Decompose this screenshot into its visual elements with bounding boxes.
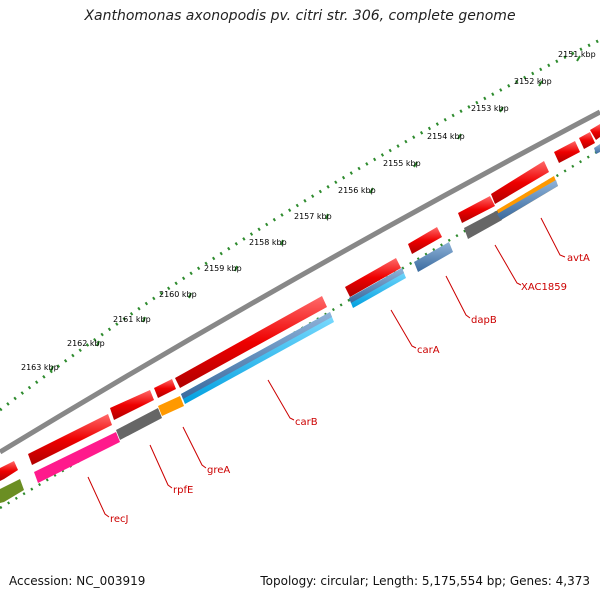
gene-box	[345, 258, 401, 297]
gene-label-carB: carB	[295, 417, 318, 428]
tick-label-2156: 2156 kbp	[338, 186, 376, 195]
gene-box	[349, 268, 404, 303]
gene-label-carA: carA	[417, 345, 440, 356]
tick-label-2152: 2152 kbp	[514, 77, 552, 86]
gene-box	[110, 390, 154, 420]
gene-box	[594, 144, 600, 154]
gene-label-rpfE: rpfE	[173, 485, 193, 496]
tick-label-2153: 2153 kbp	[471, 104, 509, 113]
gene-box	[158, 396, 184, 416]
tick-label-2158: 2158 kbp	[249, 238, 287, 247]
feature-strand-genes	[0, 144, 600, 503]
gene-box	[554, 141, 580, 163]
accession-text: Accession: NC_003919	[9, 574, 146, 588]
tick-label-2163: 2163 kbp	[21, 363, 59, 372]
gene-box	[497, 180, 558, 220]
gene-box	[0, 461, 18, 481]
tick-ring	[0, 38, 600, 412]
tick-label-2155: 2155 kbp	[383, 159, 421, 168]
gene-box	[491, 161, 549, 204]
gene-box	[175, 296, 327, 388]
gene-box	[408, 227, 442, 254]
gene-box	[181, 312, 332, 399]
forward-strand-genes	[0, 124, 600, 481]
gene-box	[0, 479, 24, 503]
gene-box	[34, 432, 120, 483]
tick-marks	[50, 55, 581, 372]
gene-box	[414, 242, 453, 272]
gene-label-avtA: avtA	[567, 253, 590, 264]
tick-label-2154: 2154 kbp	[427, 132, 465, 141]
topology-text: Topology: circular; Length: 5,175,554 bp…	[260, 574, 590, 588]
gene-box	[116, 408, 162, 440]
tick-label-2162: 2162 kbp	[67, 339, 105, 348]
gene-label-dapB: dapB	[471, 315, 497, 326]
backbone-ring	[0, 109, 600, 455]
gene-box	[464, 210, 502, 239]
map-title: Xanthomonas axonopodis pv. citri str. 30…	[84, 8, 516, 24]
gene-box	[579, 132, 595, 149]
tick-label-2161: 2161 kbp	[113, 315, 151, 324]
tick-label-2160: 2160 kbp	[159, 290, 197, 299]
tick-label-2159: 2159 kbp	[204, 264, 242, 273]
gene-label-greA: greA	[207, 465, 230, 476]
callout-lines	[87, 217, 566, 518]
tick-label-2151: 2151 kbp	[558, 50, 596, 59]
gene-box	[28, 414, 112, 465]
gene-label-recJ: recJ	[110, 514, 129, 525]
gene-box	[154, 379, 176, 398]
gene-box	[590, 124, 600, 140]
gene-label-XAC1859: XAC1859	[521, 282, 567, 293]
gene-box	[458, 196, 495, 223]
tick-label-2157: 2157 kbp	[294, 212, 332, 221]
